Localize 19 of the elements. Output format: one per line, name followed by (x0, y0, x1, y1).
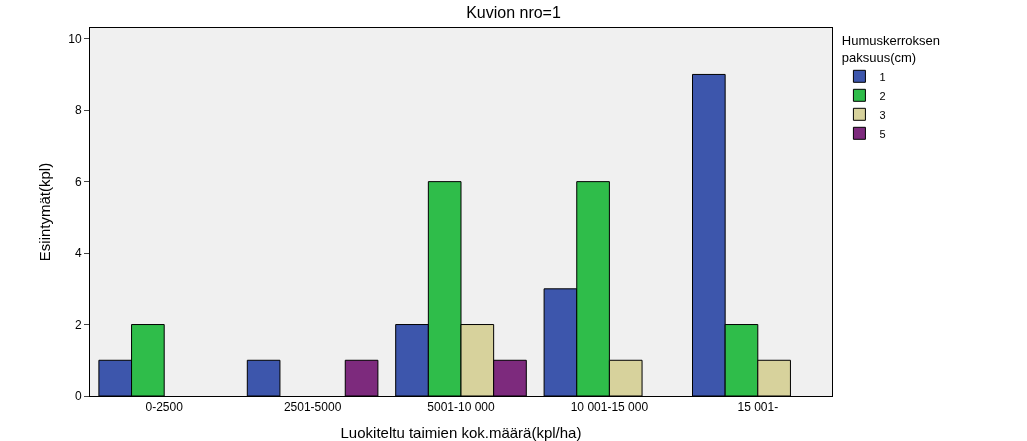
y-axis-title: Esiintymät(kpl) (36, 162, 53, 262)
x-tick-label: 0-2500 (145, 400, 184, 415)
x-axis-title: Luokiteltu taimien kok.määrä(kpl/ha) (340, 424, 582, 441)
y-tick-label: 8 (74, 103, 82, 118)
legend-label: 3 (879, 108, 886, 121)
y-tick-label: 4 (74, 246, 82, 261)
x-tick-label: 5001-10 000 (427, 400, 496, 415)
legend-label: 2 (879, 89, 886, 102)
legend-label: 1 (879, 70, 886, 83)
chart-title: Kuvion nro=1 (466, 3, 561, 21)
x-tick-label: 2501-5000 (283, 400, 342, 415)
y-tick-label: 0 (74, 389, 82, 404)
x-tick-label: 10 001-15 000 (570, 400, 649, 415)
legend-label: 5 (879, 127, 886, 140)
y-tick-label: 10 (68, 31, 82, 46)
legend-title: Humuskerroksen paksuus(cm) (841, 32, 941, 65)
x-tick-label: 15 001- (737, 400, 779, 415)
y-tick-label: 2 (74, 317, 82, 332)
y-tick-label: 6 (74, 174, 82, 189)
